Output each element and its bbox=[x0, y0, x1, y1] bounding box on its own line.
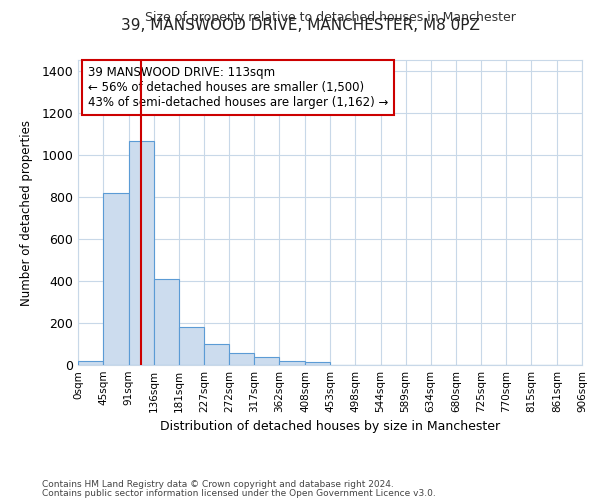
Text: Contains public sector information licensed under the Open Government Licence v3: Contains public sector information licen… bbox=[42, 488, 436, 498]
Text: 39, MANSWOOD DRIVE, MANCHESTER, M8 0PZ: 39, MANSWOOD DRIVE, MANCHESTER, M8 0PZ bbox=[121, 18, 479, 32]
Bar bbox=[154, 279, 179, 365]
Bar bbox=[204, 344, 229, 365]
Bar bbox=[103, 192, 128, 365]
Bar bbox=[128, 141, 154, 365]
Title: Size of property relative to detached houses in Manchester: Size of property relative to detached ho… bbox=[145, 11, 515, 24]
Bar bbox=[179, 327, 204, 365]
Y-axis label: Number of detached properties: Number of detached properties bbox=[20, 120, 33, 306]
Text: 39 MANSWOOD DRIVE: 113sqm
← 56% of detached houses are smaller (1,500)
43% of se: 39 MANSWOOD DRIVE: 113sqm ← 56% of detac… bbox=[88, 66, 388, 109]
Bar bbox=[280, 361, 305, 365]
Bar bbox=[254, 356, 280, 365]
X-axis label: Distribution of detached houses by size in Manchester: Distribution of detached houses by size … bbox=[160, 420, 500, 434]
Bar bbox=[78, 361, 103, 365]
Bar bbox=[229, 354, 254, 365]
Text: Contains HM Land Registry data © Crown copyright and database right 2024.: Contains HM Land Registry data © Crown c… bbox=[42, 480, 394, 489]
Bar bbox=[305, 362, 330, 365]
